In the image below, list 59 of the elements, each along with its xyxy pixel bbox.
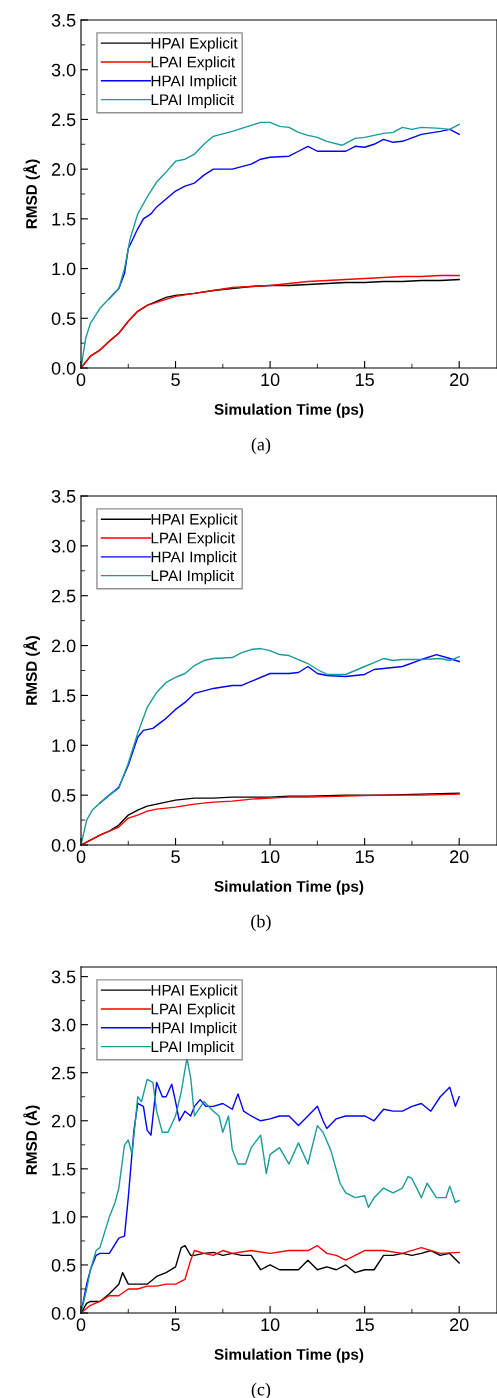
y-tick-label: 0.5 [51,789,76,802]
x-tick-label: 5 [171,1318,180,1332]
y-tick-label: 0.0 [51,361,76,375]
y-tick-label: 2.5 [51,113,76,127]
y-tick-label: 1.5 [52,689,76,703]
x-axis-title: Simulation Time (ps) [214,403,364,418]
x-tick-label: 20 [450,850,469,864]
text: (b) [251,914,271,932]
legend-label: LPAI Explicit [151,1003,235,1018]
legend-label: LPAI Implicit [151,93,235,109]
x-tick-label: 0 [76,1318,86,1332]
legend-label: LPAI Explicit [151,56,235,71]
y-tick-label: 3.0 [51,63,76,77]
y-tick-label: 2.5 [51,1066,76,1080]
y-tick-label: 0.0 [51,1306,76,1320]
y-tick-label: 3.5 [51,970,76,984]
y-axis-title: RMSD (Å) [23,159,40,229]
legend-label: HPAI Implicit [151,551,237,566]
x-tick-label: 0 [76,373,86,387]
x-tick-label: 0 [76,850,86,864]
y-tick-label: 0.5 [51,312,76,326]
y-tick-label: 3.5 [51,489,76,503]
y-tick-label: 2.0 [51,1114,76,1128]
y-tick-label: 1.0 [52,1210,76,1224]
text: (a) [251,437,271,455]
y-tick-label: 3.0 [51,539,76,553]
legend-label: HPAI Implicit [151,75,237,90]
legend-label: LPAI Implicit [151,1040,235,1056]
x-tick-label: 15 [355,1318,374,1332]
y-tick-label: 2.5 [51,589,76,603]
y-axis-title: RMSD (Å) [23,636,40,705]
x-tick-label: 15 [355,373,374,387]
y-tick-label: 0.0 [51,838,76,852]
x-tick-label: 10 [261,850,280,864]
legend-label: HPAI Explicit [151,37,238,52]
legend-label: HPAI Explicit [151,513,238,528]
x-tick-label: 10 [261,373,280,387]
x-tick-label: 20 [450,1318,469,1332]
x-tick-label: 10 [261,1318,280,1332]
y-tick-label: 2.0 [51,639,76,653]
legend-label: HPAI Explicit [151,984,238,999]
y-tick-label: 2.0 [51,163,76,176]
x-tick-label: 5 [171,850,180,864]
legend-label: LPAI Implicit [151,569,235,585]
y-tick-label: 1.0 [52,262,76,276]
x-tick-label: 20 [450,373,469,387]
y-tick-label: 0.5 [51,1258,76,1272]
y-tick-label: 1.5 [52,1162,76,1176]
legend-label: HPAI Implicit [151,1022,237,1037]
y-tick-label: 1.5 [52,212,76,226]
x-tick-label: 15 [355,850,374,864]
y-axis-title: RMSD (Å) [23,1105,40,1175]
x-axis-title: Simulation Time (ps) [214,1348,364,1363]
y-tick-label: 1.0 [52,739,76,753]
x-tick-label: 5 [171,373,180,387]
y-tick-label: 3.5 [51,13,76,27]
x-axis-title: Simulation Time (ps) [214,880,364,895]
legend-label: LPAI Explicit [151,532,235,547]
y-tick-label: 3.0 [51,1018,76,1032]
